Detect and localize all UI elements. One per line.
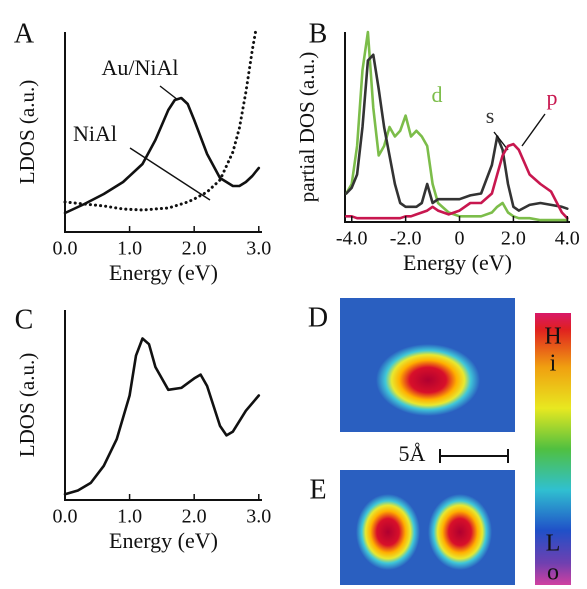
colorbar-label: o — [547, 560, 559, 586]
series-line — [65, 98, 259, 213]
series-line — [346, 55, 567, 211]
chart-panel: A Energy (eV) LDOS (a.u.) Au/NiAl NiAl 0.0 1.0… — [14, 18, 271, 285]
x-tick-label: 0.0 — [53, 506, 78, 528]
blob — [376, 344, 480, 416]
x-tick-label: 3.0 — [246, 506, 271, 528]
x-axis-label: Energy (eV) — [109, 260, 218, 285]
colorbar-label: i — [550, 351, 557, 377]
x-tick-label: 4.0 — [555, 228, 580, 250]
x-axis-label: Energy (eV) — [109, 528, 218, 553]
panel-label: A — [14, 18, 35, 49]
blob — [428, 494, 492, 570]
leader-line — [130, 148, 210, 200]
y-axis-label: LDOS (a.u.) — [15, 353, 39, 457]
series-line — [65, 339, 259, 495]
x-axis-label: Energy (eV) — [403, 250, 512, 275]
panel-label: E — [309, 474, 326, 505]
colorbar-label: H — [544, 324, 561, 350]
series-label: NiAl — [73, 121, 117, 146]
panel-e: E — [309, 470, 515, 585]
figure: D E 5Å H i L o A Energy (eV) LDOS (a.u.) Au… — [0, 0, 587, 589]
axis — [65, 310, 262, 500]
x-tick-label: -4.0 — [336, 228, 368, 250]
x-tick-label: 2.0 — [501, 228, 526, 250]
leader-line — [160, 86, 178, 100]
colorbar-label: L — [546, 531, 561, 557]
leader-line — [522, 114, 545, 146]
x-tick-label: 0.0 — [53, 238, 78, 260]
x-tick-label: 2.0 — [182, 506, 207, 528]
chart-panel: B Energy (eV) partial DOS (a.u.) d s p -4.0 -2.… — [295, 18, 580, 275]
series-label: p — [547, 85, 558, 110]
panel-label: C — [15, 304, 34, 335]
scale-bar — [440, 449, 508, 463]
panel-label: B — [309, 18, 328, 49]
x-tick-label: -2.0 — [390, 228, 422, 250]
series-line — [346, 32, 567, 220]
series-label: Au/NiAl — [102, 55, 179, 80]
scale-bar-label: 5Å — [399, 441, 426, 466]
chart-panel: C Energy (eV) LDOS (a.u.) 0.0 1.0 2.0 3.0 — [15, 304, 272, 553]
x-tick-label: 2.0 — [182, 238, 207, 260]
x-tick-label: 1.0 — [117, 238, 142, 260]
blob — [356, 494, 420, 570]
x-tick-label: 3.0 — [246, 238, 271, 260]
x-tick-label: 0 — [455, 228, 465, 250]
series-label: s — [486, 103, 495, 128]
panel-d: D — [308, 298, 515, 432]
panel-label: D — [308, 302, 328, 333]
series-label: d — [432, 82, 443, 107]
y-axis-label: LDOS (a.u.) — [15, 80, 39, 184]
x-tick-label: 1.0 — [117, 506, 142, 528]
y-axis-label: partial DOS (a.u.) — [295, 52, 319, 202]
